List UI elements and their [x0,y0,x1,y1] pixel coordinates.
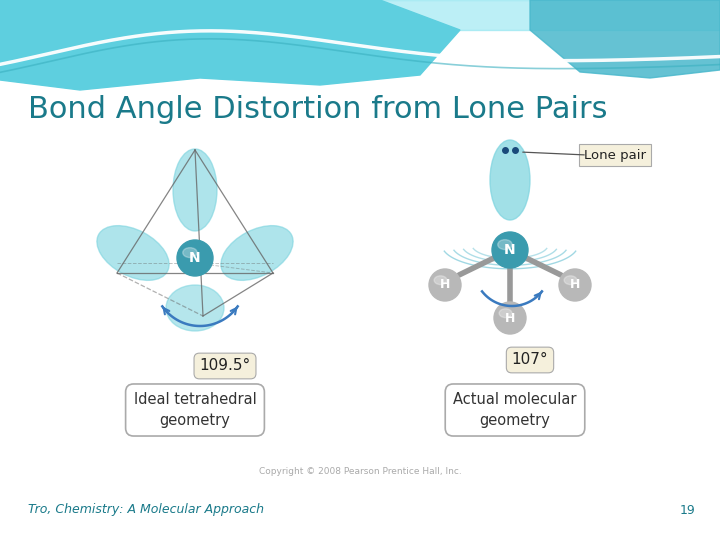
Polygon shape [0,0,720,30]
Ellipse shape [490,140,530,220]
Ellipse shape [434,276,447,285]
Polygon shape [0,0,460,90]
Polygon shape [530,0,720,78]
Text: 107°: 107° [512,353,549,368]
Text: 109.5°: 109.5° [199,359,251,374]
Circle shape [429,269,461,301]
Text: Bond Angle Distortion from Lone Pairs: Bond Angle Distortion from Lone Pairs [28,96,608,125]
Text: Ideal tetrahedral
geometry: Ideal tetrahedral geometry [134,392,256,428]
Circle shape [494,302,526,334]
Text: N: N [504,243,516,257]
Circle shape [177,240,213,276]
Text: H: H [570,279,580,292]
Text: H: H [440,279,450,292]
Ellipse shape [564,276,577,285]
Text: Actual molecular
geometry: Actual molecular geometry [454,392,577,428]
Text: Tro, Chemistry: A Molecular Approach: Tro, Chemistry: A Molecular Approach [28,503,264,516]
Ellipse shape [498,240,512,249]
Ellipse shape [166,285,224,331]
Ellipse shape [183,248,197,258]
Text: H: H [505,312,516,325]
Ellipse shape [499,309,512,318]
Circle shape [559,269,591,301]
Ellipse shape [97,226,169,280]
Text: Lone pair: Lone pair [584,148,646,161]
Text: 19: 19 [679,503,695,516]
Ellipse shape [173,149,217,231]
Ellipse shape [221,226,293,280]
Circle shape [492,232,528,268]
Text: Copyright © 2008 Pearson Prentice Hall, Inc.: Copyright © 2008 Pearson Prentice Hall, … [258,468,462,476]
Text: N: N [189,251,201,265]
